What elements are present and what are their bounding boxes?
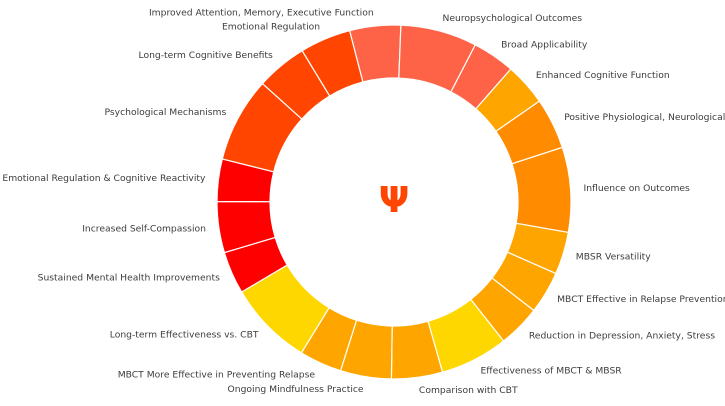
donut-segments [216, 24, 572, 380]
segment-label: Emotional Regulation [222, 21, 320, 32]
segment-label: Influence on Outcomes [584, 183, 691, 194]
segment-label: Improved Attention, Memory, Executive Fu… [149, 8, 374, 19]
segment-label: Positive Physiological, Neurological, an… [564, 112, 725, 123]
segment-label: Increased Self-Compassion [82, 224, 206, 235]
segment-label: Comparison with CBT [419, 385, 518, 396]
segment-label: Emotional Regulation & Cognitive Reactiv… [2, 173, 206, 184]
segment-label: Long-term Effectiveness vs. CBT [110, 330, 259, 341]
segment-label: Long-term Cognitive Benefits [139, 50, 274, 61]
segment-label: MBSR Versatility [576, 252, 651, 263]
segment-label: Neuropsychological Outcomes [443, 13, 583, 24]
segment-label: Effectiveness of MBCT & MBSR [480, 366, 622, 377]
segment-label: MBCT More Effective in Preventing Relaps… [118, 369, 316, 380]
segment-label: Psychological Mechanisms [105, 107, 227, 118]
center-psi-symbol: Ψ [379, 180, 410, 221]
segment-label: MBCT Effective in Relapse Prevention [557, 294, 725, 305]
segment-label: Broad Applicability [501, 40, 588, 51]
segment-label: Ongoing Mindfulness Practice [228, 384, 364, 395]
donut-segment [495, 100, 564, 165]
segment-labels: Influence on Outcomes MBSR Versatility MBC… [2, 8, 725, 396]
segment-label: Sustained Mental Health Improvements [38, 273, 220, 284]
segment-label: Reduction in Depression, Anxiety, Stress [529, 330, 715, 341]
segment-label: Enhanced Cognitive Function [536, 70, 670, 81]
